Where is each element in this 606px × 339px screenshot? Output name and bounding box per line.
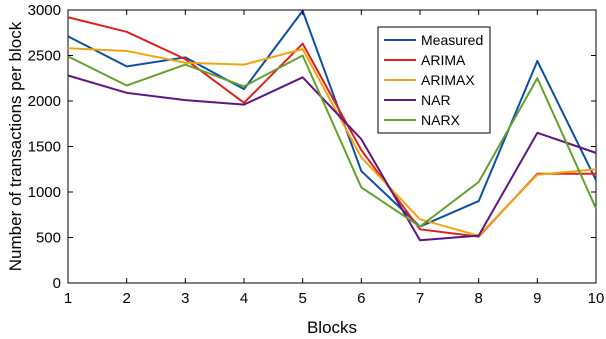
y-tick-label: 0: [53, 275, 61, 292]
y-tick-label: 500: [36, 230, 61, 247]
x-tick-label: 9: [533, 290, 541, 307]
x-tick-label: 1: [64, 290, 72, 307]
y-axis-label: Number of transactions per block: [6, 21, 25, 271]
series-layer: [67, 9, 597, 242]
y-tick-label: 3000: [28, 2, 61, 19]
y-tick-label: 1500: [28, 139, 61, 156]
x-tick-label: 5: [298, 290, 306, 307]
y-tick-label: 2500: [28, 48, 61, 65]
legend: Measured ARIMA ARIMAX NAR NARX: [377, 26, 491, 134]
series-line-arimax: [67, 47, 597, 237]
legend-label: NAR: [421, 92, 451, 108]
x-tick-label: 8: [474, 290, 482, 307]
y-tick-label: 1000: [28, 184, 61, 201]
legend-label: ARIMA: [421, 52, 466, 68]
series-line-narx: [67, 54, 597, 228]
x-axis-label: Blocks: [307, 318, 357, 337]
x-tick-label: 4: [240, 290, 248, 307]
plot-axes: [67, 9, 597, 284]
x-tick-label: 2: [122, 290, 130, 307]
x-tick-label: 7: [416, 290, 424, 307]
legend-label: NARX: [421, 112, 461, 128]
tick-layer: 1 2 3 4 5 6 7 8 9 10 0 500 1000 1500 2000 2500 3000: [28, 2, 605, 307]
x-tick-label: 3: [181, 290, 189, 307]
legend-label: Measured: [421, 32, 483, 48]
series-line-nar: [67, 74, 597, 242]
y-tick-label: 2000: [28, 93, 61, 110]
x-tick-label: 10: [588, 290, 605, 307]
legend-label: ARIMAX: [421, 72, 475, 88]
plot-frame: [67, 9, 597, 284]
x-tick-label: 6: [357, 290, 365, 307]
